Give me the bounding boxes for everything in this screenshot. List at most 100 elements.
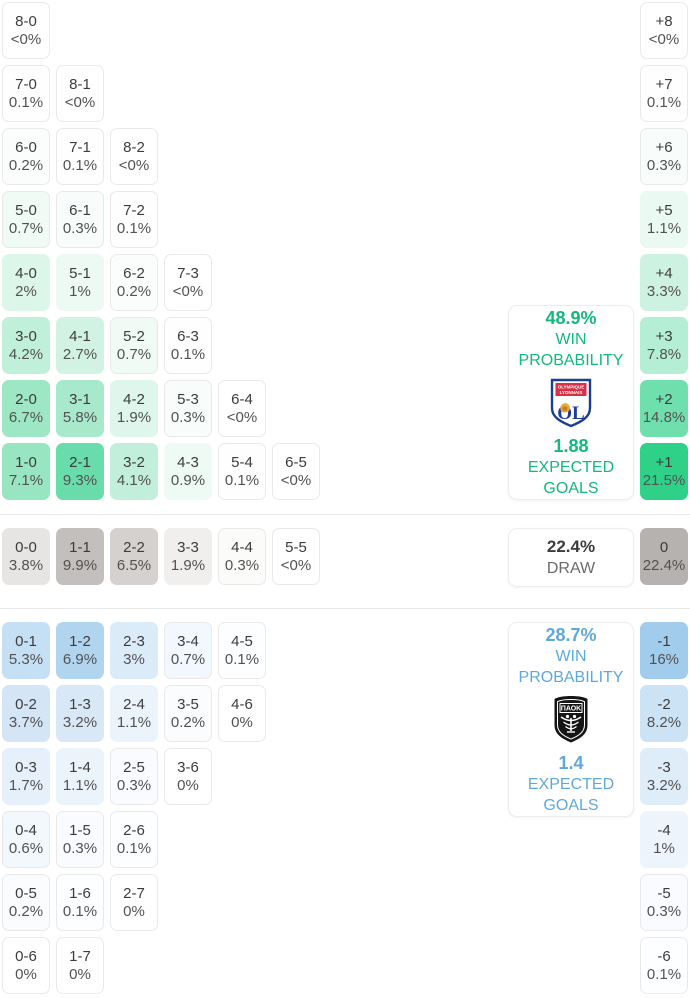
probability-label: <0% (10, 31, 42, 48)
home-score-cell: 2-0 6.7% (2, 380, 50, 437)
home-score-cell: 8-2 <0% (110, 128, 158, 185)
home-goal-diff-cell: +3 7.8% (640, 317, 688, 374)
probability-label: 4.1% (116, 472, 152, 489)
probability-label: 0.1% (224, 651, 260, 668)
score-label: 0-6 (15, 948, 37, 965)
score-label: 4-2 (123, 391, 145, 408)
score-label: 0 (659, 539, 669, 556)
probability-label: 0% (123, 903, 145, 920)
score-label: 3-1 (69, 391, 91, 408)
probability-label: 5.3% (8, 651, 44, 668)
score-label: 3-5 (177, 696, 199, 713)
home-score-cell: 6-4 <0% (218, 380, 266, 437)
away-score-cell: 2-5 0.3% (110, 748, 158, 805)
score-label: 1-0 (15, 454, 37, 471)
score-label: 4-1 (69, 328, 91, 345)
away-score-cell: 0-1 5.3% (2, 622, 50, 679)
probability-label: 3.2% (62, 714, 98, 731)
probability-label: 21.5% (642, 472, 686, 489)
probability-label: 1.1% (646, 220, 682, 237)
probability-label: 16% (648, 651, 680, 668)
score-label: 6-0 (15, 139, 37, 156)
away-goal-diff-cell: -1 16% (640, 622, 688, 679)
score-label: 3-0 (15, 328, 37, 345)
home-expected-goals-value: 1.88 (553, 435, 589, 456)
probability-label: 7.8% (646, 346, 682, 363)
probability-label: 9.3% (62, 472, 98, 489)
probability-label: 2% (15, 283, 37, 300)
probability-label: <0% (280, 472, 312, 489)
home-win-probability-value: 48.9% (545, 307, 597, 328)
home-goal-diff-cell: +7 0.1% (640, 65, 688, 122)
score-label: 0-5 (15, 885, 37, 902)
score-label: 1-2 (69, 633, 91, 650)
probability-label: 0.3% (62, 220, 98, 237)
score-label: 4-5 (231, 633, 253, 650)
score-label: 2-5 (123, 759, 145, 776)
draw-score-cell: 5-5 <0% (272, 528, 320, 585)
away-expected-goals-value: 1.4 (558, 752, 584, 773)
score-label: 1-7 (69, 948, 91, 965)
draw-score-cell: 1-1 9.9% (56, 528, 104, 585)
probability-label: 0.2% (8, 157, 44, 174)
away-score-cell: 1-5 0.3% (56, 811, 104, 868)
probability-label: 22.4% (642, 557, 686, 574)
probability-label: 0% (69, 966, 91, 983)
score-label: 2-2 (123, 539, 145, 556)
away-score-cell: 0-5 0.2% (2, 874, 50, 931)
score-label: 8-2 (123, 139, 145, 156)
away-score-cell: 0-3 1.7% (2, 748, 50, 805)
score-label: 4-0 (15, 265, 37, 282)
score-label: 5-3 (177, 391, 199, 408)
away-score-cell: 2-7 0% (110, 874, 158, 931)
home-score-cell: 1-0 7.1% (2, 443, 50, 500)
score-label: 7-1 (69, 139, 91, 156)
home-goal-diff-cell: +8 <0% (640, 2, 688, 59)
score-label: -2 (657, 696, 671, 713)
score-label: 7-2 (123, 202, 145, 219)
probability-label: <0% (648, 31, 680, 48)
probability-label: 1.9% (116, 409, 152, 426)
home-goal-diff-cell: +1 21.5% (640, 443, 688, 500)
svg-text:ΠΑΟΚ: ΠΑΟΚ (561, 705, 581, 712)
home-score-cell: 3-0 4.2% (2, 317, 50, 374)
score-label: +3 (655, 328, 673, 345)
score-label: 3-2 (123, 454, 145, 471)
score-label: 5-2 (123, 328, 145, 345)
section-divider (0, 514, 690, 515)
probability-label: 0% (15, 966, 37, 983)
probability-label: 0.7% (116, 346, 152, 363)
score-label: 6-5 (285, 454, 307, 471)
score-label: +8 (655, 13, 673, 30)
score-label: +2 (655, 391, 673, 408)
score-label: 3-4 (177, 633, 199, 650)
probability-label: 3.2% (646, 777, 682, 794)
score-label: 6-2 (123, 265, 145, 282)
home-score-cell: 6-2 0.2% (110, 254, 158, 311)
away-score-cell: 2-4 1.1% (110, 685, 158, 742)
probability-label: 3.3% (646, 283, 682, 300)
probability-label: <0% (226, 409, 258, 426)
probability-label: 1.7% (8, 777, 44, 794)
home-score-cell: 7-2 0.1% (110, 191, 158, 248)
score-label: 0-3 (15, 759, 37, 776)
score-label: +7 (655, 76, 673, 93)
probability-label: 5.8% (62, 409, 98, 426)
probability-label: 0.9% (170, 472, 206, 489)
probability-label: 1.1% (62, 777, 98, 794)
home-goal-diff-cell: +2 14.8% (640, 380, 688, 437)
probability-label: 0% (177, 777, 199, 794)
probability-label: 4.2% (8, 346, 44, 363)
away-goal-diff-cell: -3 3.2% (640, 748, 688, 805)
score-label: 0-2 (15, 696, 37, 713)
score-label: 1-6 (69, 885, 91, 902)
olympique-lyonnais-logo-icon: OLYMPIQUE LYONNAIS OL (549, 378, 593, 428)
home-score-cell: 4-0 2% (2, 254, 50, 311)
probability-label: 0.1% (116, 840, 152, 857)
probability-label: 2.7% (62, 346, 98, 363)
draw-panel: 22.4% DRAW (508, 528, 634, 587)
probability-label: <0% (118, 157, 150, 174)
probability-label: 1% (653, 840, 675, 857)
draw-probability-value: 22.4% (546, 537, 596, 556)
score-label: 7-3 (177, 265, 199, 282)
